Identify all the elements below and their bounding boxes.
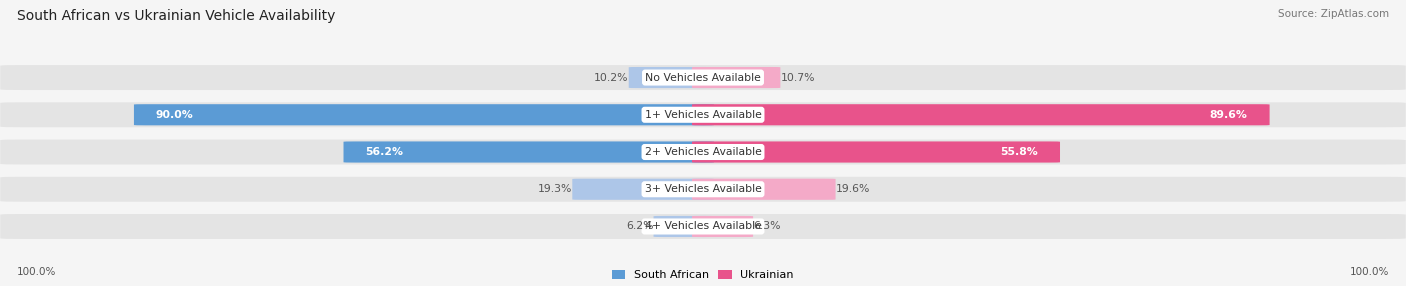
Text: 10.2%: 10.2% xyxy=(595,73,628,83)
Text: 3+ Vehicles Available: 3+ Vehicles Available xyxy=(644,184,762,194)
FancyBboxPatch shape xyxy=(654,216,714,237)
FancyBboxPatch shape xyxy=(0,140,1406,164)
Text: Source: ZipAtlas.com: Source: ZipAtlas.com xyxy=(1278,9,1389,19)
Text: 100.0%: 100.0% xyxy=(17,267,56,277)
FancyBboxPatch shape xyxy=(0,65,1406,90)
Text: 55.8%: 55.8% xyxy=(1000,147,1038,157)
FancyBboxPatch shape xyxy=(0,102,1406,127)
Text: No Vehicles Available: No Vehicles Available xyxy=(645,73,761,83)
FancyBboxPatch shape xyxy=(692,216,754,237)
FancyBboxPatch shape xyxy=(692,142,1060,162)
FancyBboxPatch shape xyxy=(0,214,1406,239)
FancyBboxPatch shape xyxy=(0,177,1406,202)
Text: South African vs Ukrainian Vehicle Availability: South African vs Ukrainian Vehicle Avail… xyxy=(17,9,335,23)
Text: 100.0%: 100.0% xyxy=(1350,267,1389,277)
FancyBboxPatch shape xyxy=(572,179,714,200)
FancyBboxPatch shape xyxy=(343,142,714,162)
Text: 90.0%: 90.0% xyxy=(156,110,194,120)
FancyBboxPatch shape xyxy=(692,67,780,88)
Text: 1+ Vehicles Available: 1+ Vehicles Available xyxy=(644,110,762,120)
Text: 6.3%: 6.3% xyxy=(754,221,780,231)
Text: 2+ Vehicles Available: 2+ Vehicles Available xyxy=(644,147,762,157)
Text: 4+ Vehicles Available: 4+ Vehicles Available xyxy=(644,221,762,231)
FancyBboxPatch shape xyxy=(134,104,714,125)
Text: 56.2%: 56.2% xyxy=(366,147,404,157)
Text: 19.3%: 19.3% xyxy=(538,184,572,194)
FancyBboxPatch shape xyxy=(692,104,1270,125)
Text: 89.6%: 89.6% xyxy=(1209,110,1247,120)
Legend: South African, Ukrainian: South African, Ukrainian xyxy=(612,270,794,281)
Text: 10.7%: 10.7% xyxy=(780,73,815,83)
FancyBboxPatch shape xyxy=(692,179,835,200)
Text: 19.6%: 19.6% xyxy=(835,184,870,194)
Text: 6.2%: 6.2% xyxy=(626,221,654,231)
FancyBboxPatch shape xyxy=(628,67,714,88)
